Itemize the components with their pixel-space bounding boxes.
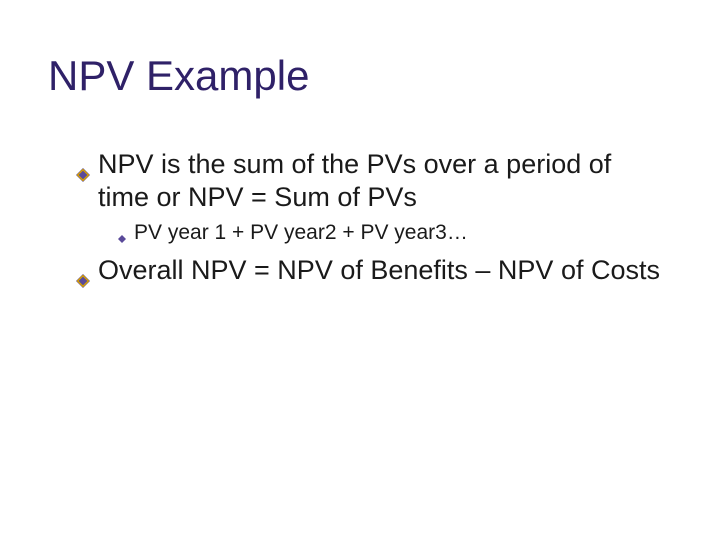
bullet-level1: Overall NPV = NPV of Benefits – NPV of C…: [98, 254, 668, 287]
diamond-small-bullet-icon: [116, 226, 128, 238]
diamond-bullet-icon: [76, 263, 90, 277]
diamond-bullet-icon: [76, 157, 90, 171]
bullet-text: NPV is the sum of the PVs over a period …: [98, 149, 611, 212]
slide: NPV Example NPV is the sum of the PVs ov…: [0, 0, 720, 540]
slide-title: NPV Example: [48, 52, 309, 100]
bullet-text: PV year 1 + PV year2 + PV year3…: [134, 221, 468, 244]
bullet-level1: NPV is the sum of the PVs over a period …: [98, 148, 668, 214]
bullet-level2: PV year 1 + PV year2 + PV year3…: [134, 220, 668, 246]
bullet-text: Overall NPV = NPV of Benefits – NPV of C…: [98, 255, 660, 285]
slide-body: NPV is the sum of the PVs over a period …: [98, 148, 668, 293]
